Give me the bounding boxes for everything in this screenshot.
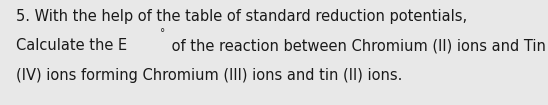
Text: °: ° — [160, 28, 165, 38]
Text: (IV) ions forming Chromium (III) ions and tin (II) ions.: (IV) ions forming Chromium (III) ions an… — [16, 68, 403, 83]
Text: Calculate the E: Calculate the E — [16, 38, 128, 53]
Text: 5. With the help of the table of standard reduction potentials,: 5. With the help of the table of standar… — [16, 9, 467, 24]
Text: of the reaction between Chromium (II) ions and Tin: of the reaction between Chromium (II) io… — [167, 38, 545, 53]
